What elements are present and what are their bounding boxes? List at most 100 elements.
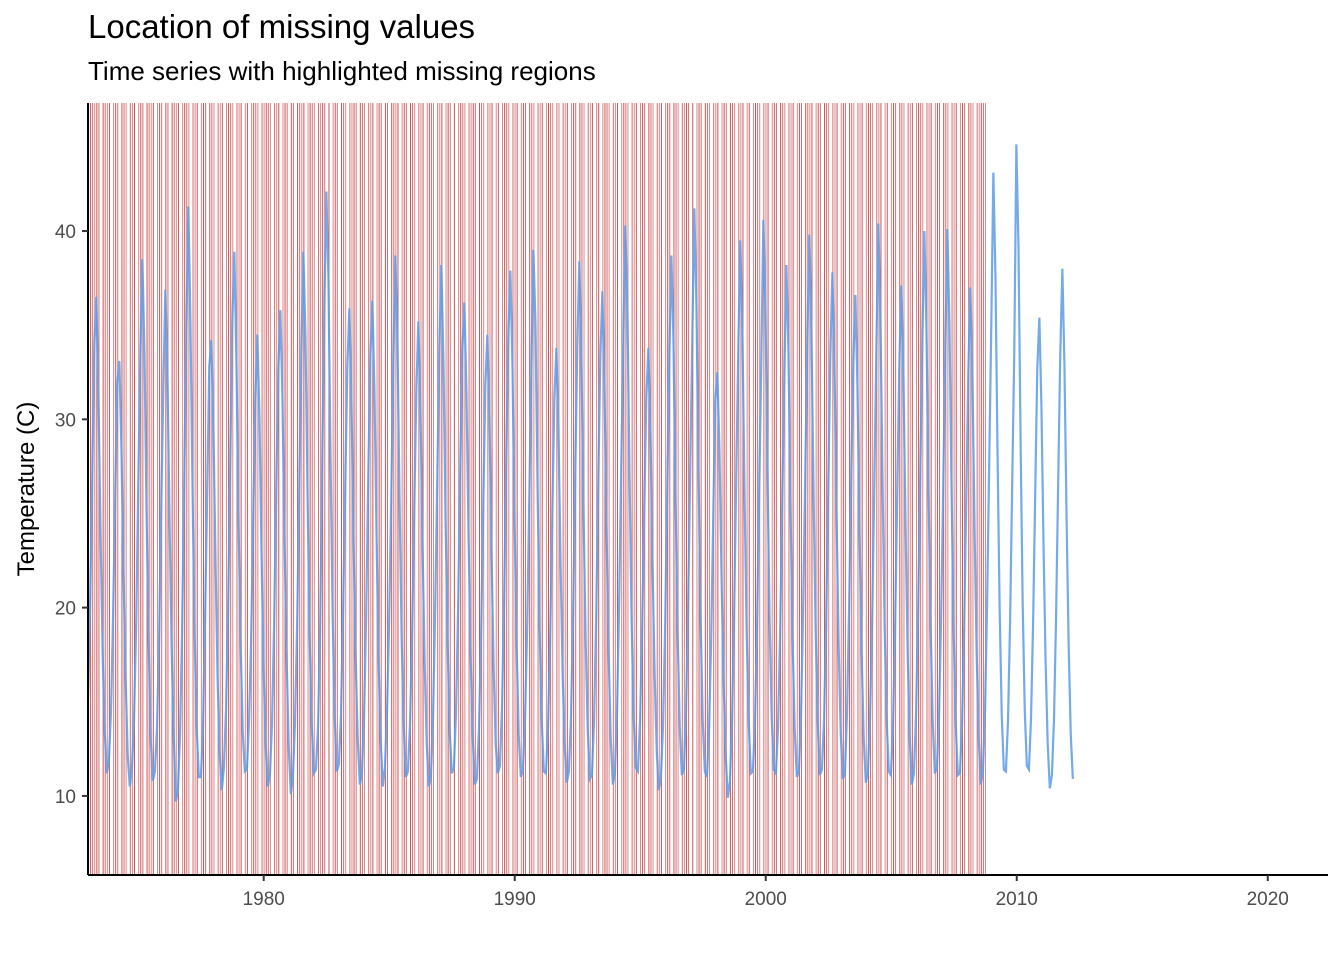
missing-band [328,103,330,875]
missing-band [209,103,211,875]
missing-band [723,103,725,875]
x-tick-label: 2010 [996,889,1038,910]
missing-band [246,103,248,875]
missing-band [318,103,319,875]
missing-band [922,103,924,875]
missing-band [131,103,133,875]
missing-band [497,103,499,875]
missing-band [196,103,198,875]
missing-band [173,103,175,875]
missing-band [228,103,230,875]
missing-band [656,103,658,875]
missing-band [826,103,828,875]
missing-band [709,103,711,875]
missing-band [96,103,98,875]
missing-band [677,103,679,875]
missing-band [286,103,288,875]
missing-band [665,103,667,875]
missing-band [372,103,374,875]
missing-band [872,103,874,875]
missing-band [470,103,472,875]
missing-band [541,103,543,875]
missing-band [200,103,202,875]
missing-band [257,103,259,875]
missing-band [472,103,474,875]
missing-band [633,103,635,875]
missing-band [798,103,800,875]
missing-band [148,103,150,875]
missing-band [623,103,625,875]
missing-band [627,103,629,875]
missing-band [387,103,388,875]
missing-band [775,103,777,875]
missing-band [955,103,957,875]
missing-band [706,103,708,875]
missing-band [504,103,506,875]
missing-band [734,103,736,875]
missing-band [556,103,558,875]
missing-band [876,103,878,875]
missing-band [631,103,633,875]
missing-band [909,103,911,875]
missing-band [324,103,326,875]
missing-band [865,103,867,875]
missing-band [418,103,420,875]
missing-band [801,103,803,875]
missing-band [752,103,754,875]
missing-band [508,103,510,875]
missing-band [449,103,451,875]
missing-band [930,103,932,875]
missing-band [832,103,834,875]
missing-band [441,103,443,875]
missing-band [696,103,698,875]
missing-band [531,103,533,875]
missing-band [458,103,460,875]
missing-band [824,103,826,875]
missing-band [849,103,851,875]
missing-band [861,103,863,875]
missing-band [959,103,961,875]
missing-band [683,103,685,875]
missing-band [401,103,403,875]
missing-band [232,103,234,875]
missing-band [819,103,821,875]
missing-band [792,103,794,875]
missing-band [359,103,361,875]
missing-band [491,103,493,875]
missing-band [313,103,315,875]
missing-band [746,103,748,875]
missing-band [140,103,142,875]
missing-band [617,103,619,875]
missing-band [686,103,688,875]
missing-band [721,103,723,875]
missing-band [278,103,280,875]
missing-band [410,103,411,875]
missing-band [464,103,466,875]
missing-band [90,103,92,875]
missing-band [355,103,357,875]
missing-band [673,103,675,875]
missing-band [117,103,119,875]
missing-band [962,103,964,875]
missing-band [926,103,928,875]
axes-layer: 10 20 30 40 1980 1990 2000 2010 2020 [55,103,1328,910]
missing-band [732,103,734,875]
missing-band [564,103,566,875]
missing-band [539,103,541,875]
missing-band [807,103,809,875]
missing-band [895,103,897,875]
missing-band [520,103,522,875]
missing-band [660,103,662,875]
missing-band [571,103,573,875]
missing-band [566,103,568,875]
missing-band [311,103,313,875]
missing-band [481,103,483,875]
missing-band [393,103,395,875]
missing-band [123,103,125,875]
missing-band [274,103,276,875]
missing-band [842,103,844,875]
missing-band [700,103,702,875]
missing-band [142,103,144,875]
missing-band [468,103,470,875]
